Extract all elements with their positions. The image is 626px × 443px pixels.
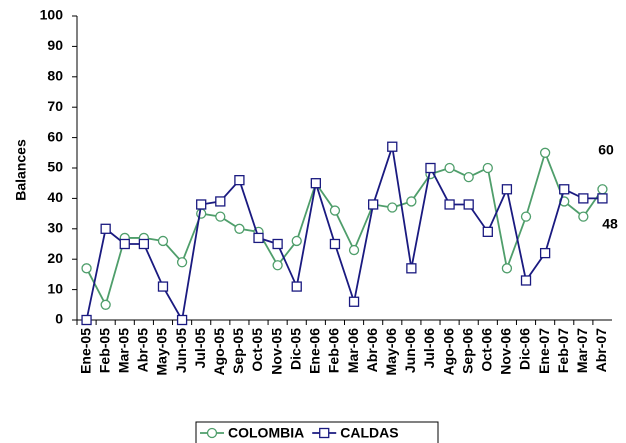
point — [291, 281, 302, 292]
series-line — [85, 150, 604, 308]
x-tick-label: Nov-06 — [498, 328, 514, 375]
point — [329, 205, 341, 216]
point — [138, 238, 150, 250]
point — [406, 263, 417, 274]
point — [176, 314, 188, 326]
point — [215, 196, 226, 207]
y-tick-label: 80 — [47, 68, 63, 84]
x-tick-label: Abr-05 — [135, 328, 151, 373]
point — [387, 141, 398, 152]
point — [387, 202, 398, 213]
x-tick-label: Nov-05 — [268, 328, 284, 375]
point — [539, 147, 551, 158]
annotation: 48 — [602, 216, 618, 232]
point — [215, 211, 226, 222]
point — [234, 175, 245, 186]
point — [100, 299, 111, 310]
x-tick-label: Oct-05 — [249, 328, 265, 372]
point — [482, 162, 493, 174]
point — [348, 296, 360, 307]
y-tick-label: 90 — [47, 37, 63, 53]
point — [310, 178, 321, 189]
point — [253, 232, 264, 244]
point — [348, 244, 360, 256]
x-tick-label: Abr-06 — [364, 328, 380, 373]
y-tick-label: 100 — [40, 7, 64, 23]
x-tick-label: Feb-07 — [555, 328, 571, 373]
point — [578, 211, 589, 222]
x-tick-label: Jul-06 — [421, 328, 437, 369]
y-tick-label: 40 — [47, 189, 63, 205]
y-tick-label: 10 — [47, 280, 63, 296]
x-tick-label: Mar-06 — [345, 328, 361, 373]
legend-marker — [319, 427, 330, 439]
point — [272, 260, 283, 271]
point — [501, 184, 513, 195]
y-tick-label: 20 — [47, 250, 63, 266]
point — [272, 238, 283, 250]
x-tick-label: Jun-05 — [173, 328, 189, 373]
x-tick-label: Dic-05 — [287, 328, 303, 370]
point — [196, 199, 207, 210]
x-tick-label: Ene-05 — [77, 328, 93, 374]
point — [406, 196, 417, 207]
point — [196, 208, 207, 219]
point — [578, 193, 589, 204]
annotation: 60 — [598, 142, 614, 158]
point — [597, 184, 608, 195]
point — [520, 211, 532, 222]
y-tick-label: 30 — [47, 220, 63, 236]
point — [425, 162, 436, 174]
x-tick-label: Mar-05 — [115, 328, 131, 373]
x-tick-label: Abr-07 — [593, 328, 609, 373]
point — [157, 281, 169, 292]
y-tick-label: 50 — [47, 159, 63, 175]
point — [597, 193, 608, 204]
x-tick-label: Oct-06 — [479, 328, 495, 372]
series-line — [85, 146, 603, 323]
point — [329, 238, 341, 250]
point — [482, 226, 493, 237]
point — [463, 199, 474, 210]
point — [176, 257, 188, 268]
point — [520, 275, 532, 286]
y-tick-label: 60 — [47, 128, 63, 144]
x-tick-label: Ago-06 — [440, 328, 456, 376]
point — [444, 162, 455, 174]
point — [81, 314, 92, 326]
point — [559, 184, 570, 195]
point — [81, 263, 92, 274]
y-axis-label: Balances — [13, 139, 29, 201]
point — [539, 247, 551, 259]
x-tick-label: Feb-06 — [326, 328, 342, 373]
y-tick-label: 0 — [55, 311, 63, 327]
x-tick-label: Sep-06 — [459, 328, 475, 374]
x-tick-label: Ago-05 — [211, 328, 227, 376]
x-tick-label: Jun-06 — [402, 328, 418, 373]
point — [119, 238, 130, 250]
x-tick-label: Sep-05 — [230, 328, 246, 374]
point — [157, 235, 169, 247]
point — [501, 263, 513, 274]
x-tick-label: Ene-07 — [536, 328, 552, 374]
x-tick-label: May-06 — [383, 328, 399, 376]
y-tick-label: 70 — [47, 98, 63, 114]
x-tick-label: Ene-06 — [307, 328, 323, 374]
x-tick-label: Mar-07 — [574, 328, 590, 373]
legend-label: COLOMBIA — [228, 425, 304, 441]
legend-label: CALDAS — [340, 425, 398, 441]
point — [100, 223, 111, 234]
point — [368, 199, 379, 210]
x-tick-label: Dic-06 — [517, 328, 533, 370]
x-tick-label: May-05 — [154, 328, 170, 376]
x-tick-label: Feb-05 — [96, 328, 112, 373]
point — [444, 199, 455, 210]
point — [463, 171, 474, 183]
x-tick-label: Jul-05 — [192, 328, 208, 369]
legend-marker — [206, 427, 218, 439]
point — [234, 223, 245, 234]
point — [291, 235, 302, 247]
